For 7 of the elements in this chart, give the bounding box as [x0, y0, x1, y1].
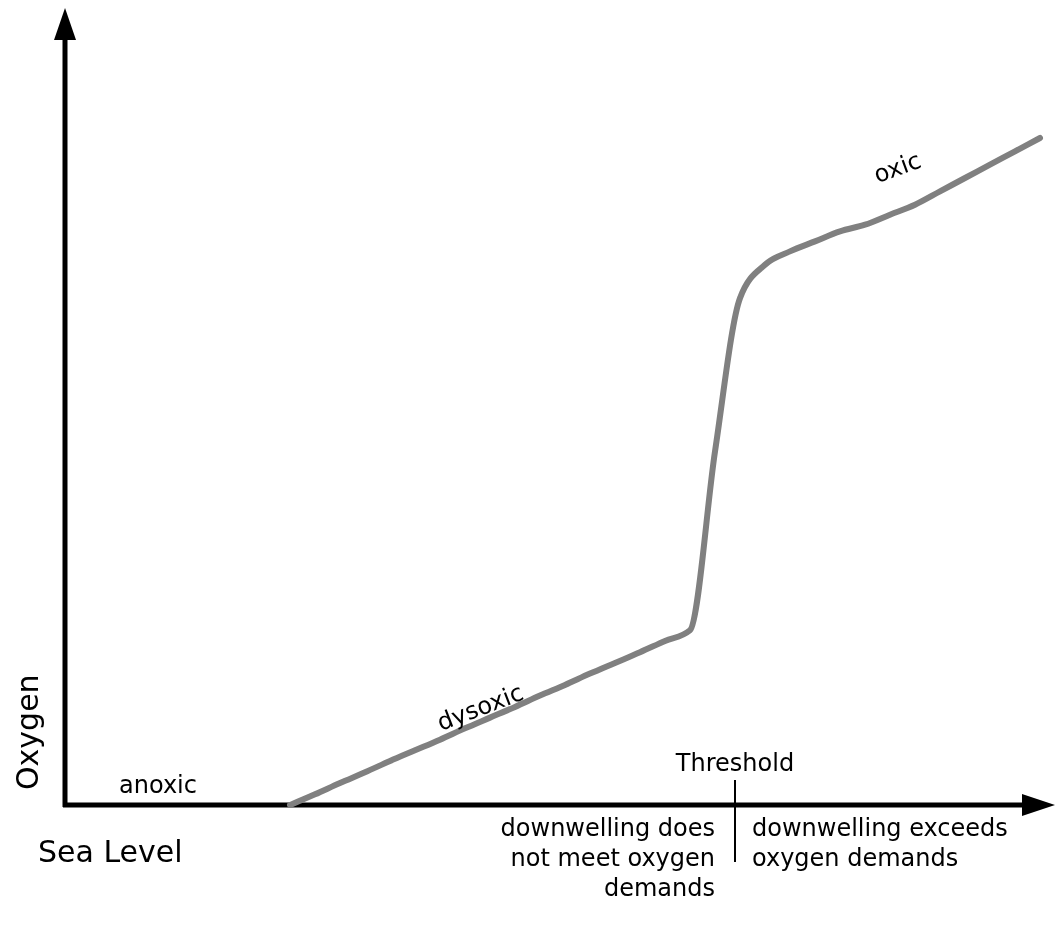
x-axis-title: Sea Level	[38, 834, 183, 869]
annotation: Threshold	[674, 749, 795, 777]
y-axis-title: Oxygen	[10, 674, 45, 790]
annotation: oxic	[869, 146, 925, 189]
text: downwelling exceeds oxygen demands	[752, 814, 1008, 872]
text: downwelling does not meet oxygen demands	[500, 814, 715, 902]
annotation: anoxic	[119, 771, 197, 799]
